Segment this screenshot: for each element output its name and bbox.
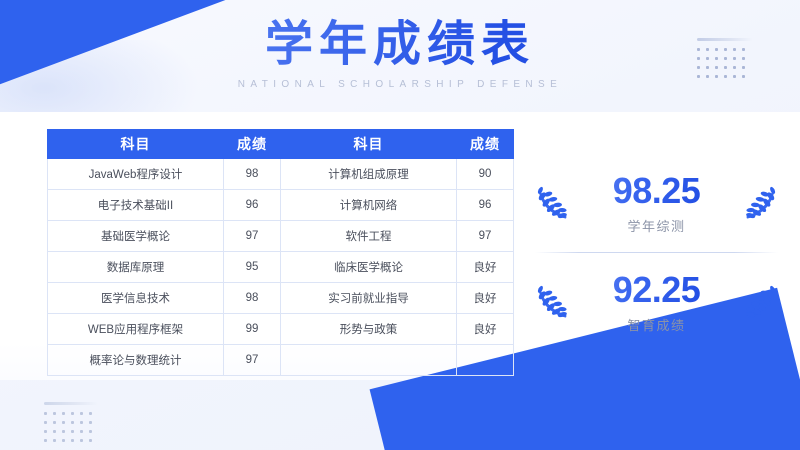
cell-score: 良好 xyxy=(456,313,514,345)
laurel-branch-icon xyxy=(746,285,776,318)
score-value: 98.25 xyxy=(571,173,742,209)
table-row: 数据库原理 95 临床医学概论 良好 xyxy=(47,251,514,283)
cell-score: 97 xyxy=(456,220,514,252)
score-text-overall: 98.25 学年综测 xyxy=(569,173,744,235)
score-summary-panel: 98.25 学年综测 xyxy=(535,158,778,349)
table-row: 基础医学概论 97 软件工程 97 xyxy=(47,220,514,252)
cell-subject: 计算机网络 xyxy=(280,189,457,221)
cell-subject: WEB应用程序框架 xyxy=(47,313,224,345)
cell-subject: 临床医学概论 xyxy=(280,251,457,283)
cell-subject xyxy=(280,344,457,376)
table-row: WEB应用程序框架 99 形势与政策 良好 xyxy=(47,313,514,345)
laurel-branch-icon xyxy=(537,285,567,318)
cell-subject: 计算机组成原理 xyxy=(280,158,457,190)
score-text-academic: 92.25 智育成绩 xyxy=(569,272,744,334)
table-body: JavaWeb程序设计 98 计算机组成原理 90 电子技术基础II 96 计算… xyxy=(47,158,514,376)
score-value: 92.25 xyxy=(571,272,742,308)
cell-score: 96 xyxy=(456,189,514,221)
dot-grid-decoration-top-right xyxy=(697,38,753,84)
score-block-academic: 92.25 智育成绩 xyxy=(535,257,778,349)
cell-score: 良好 xyxy=(456,251,514,283)
cell-score: 良好 xyxy=(456,282,514,314)
laurel-branch-icon xyxy=(746,186,776,219)
table-row: 概率论与数理统计 97 xyxy=(47,344,514,376)
cell-score: 98 xyxy=(223,282,281,314)
table-row: 医学信息技术 98 实习前就业指导 良好 xyxy=(47,282,514,314)
column-header-subject-2: 科目 xyxy=(280,129,457,159)
cell-subject: 软件工程 xyxy=(280,220,457,252)
column-header-score-1: 成绩 xyxy=(223,129,281,159)
cell-score: 95 xyxy=(223,251,281,283)
dot-grid-decoration-bottom-left xyxy=(44,402,98,448)
cell-score xyxy=(456,344,514,376)
dot-grid-icon xyxy=(697,48,753,84)
cell-subject: 基础医学概论 xyxy=(47,220,224,252)
cell-subject: 概率论与数理统计 xyxy=(47,344,224,376)
score-label: 智育成绩 xyxy=(627,318,686,333)
dot-grid-icon xyxy=(44,412,98,448)
page-subtitle: NATIONAL SCHOLARSHIP DEFENSE xyxy=(237,78,563,90)
cell-subject: JavaWeb程序设计 xyxy=(47,158,224,190)
cell-subject: 形势与政策 xyxy=(280,313,457,345)
table-row: 电子技术基础II 96 计算机网络 96 xyxy=(47,189,514,221)
cell-subject: 数据库原理 xyxy=(47,251,224,283)
column-header-subject-1: 科目 xyxy=(47,129,224,159)
cell-score: 97 xyxy=(223,344,281,376)
cell-subject: 医学信息技术 xyxy=(47,282,224,314)
slide-header: 学年成绩表 NATIONAL SCHOLARSHIP DEFENSE xyxy=(0,18,800,90)
page-title: 学年成绩表 xyxy=(0,18,800,74)
cell-score: 97 xyxy=(223,220,281,252)
decoration-line xyxy=(697,38,753,41)
cell-subject: 电子技术基础II xyxy=(47,189,224,221)
decoration-line xyxy=(44,402,98,405)
score-panel-divider xyxy=(535,252,778,253)
table-row: JavaWeb程序设计 98 计算机组成原理 90 xyxy=(47,158,514,190)
cell-score: 96 xyxy=(223,189,281,221)
cell-subject: 实习前就业指导 xyxy=(280,282,457,314)
cell-score: 98 xyxy=(223,158,281,190)
score-block-overall: 98.25 学年综测 xyxy=(535,158,778,250)
score-label: 学年综测 xyxy=(627,219,686,234)
laurel-branch-icon xyxy=(537,186,567,219)
table-header-row: 科目 成绩 科目 成绩 xyxy=(47,129,514,159)
grades-table: 科目 成绩 科目 成绩 JavaWeb程序设计 98 计算机组成原理 90 电子… xyxy=(47,129,514,376)
column-header-score-2: 成绩 xyxy=(456,129,514,159)
cell-score: 90 xyxy=(456,158,514,190)
cell-score: 99 xyxy=(223,313,281,345)
